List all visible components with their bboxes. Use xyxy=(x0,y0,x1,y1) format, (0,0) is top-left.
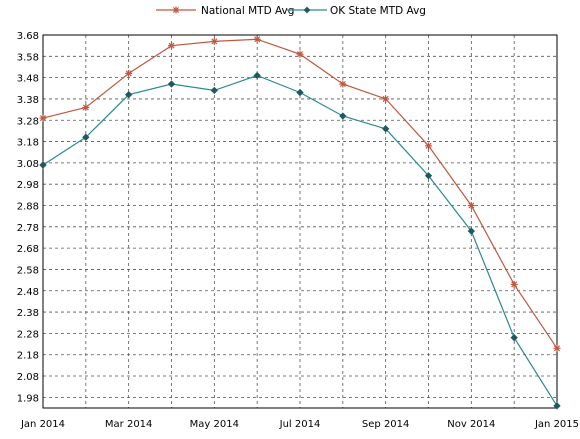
data-point-diamond xyxy=(82,133,90,142)
y-axis-tick-labels: 3.68 3.58 3.48 3.38 3.28 3.18 3.08 2.98 2.88 2.78… xyxy=(17,31,39,404)
y-tick-label: 2.48 xyxy=(17,287,39,298)
y-tick-label: 2.88 xyxy=(17,202,39,213)
series-group xyxy=(39,35,561,410)
y-tick-label: 3.48 xyxy=(17,74,39,85)
data-point-asterisk xyxy=(39,114,47,122)
y-tick-label: 2.18 xyxy=(17,351,39,362)
data-point-asterisk xyxy=(210,37,218,45)
x-tick-label: May 2014 xyxy=(190,419,239,430)
legend-marker-diamond xyxy=(303,6,311,14)
data-point-asterisk xyxy=(553,344,561,352)
x-tick-label: Jul 2014 xyxy=(279,419,321,430)
legend-label: OK State MTD Avg xyxy=(330,5,426,17)
x-tick-label: Nov 2014 xyxy=(447,419,495,430)
data-point-diamond xyxy=(124,90,133,99)
y-tick-label: 3.68 xyxy=(17,31,39,42)
data-point-diamond xyxy=(253,71,261,80)
data-point-asterisk xyxy=(510,280,518,288)
y-tick-label: 2.98 xyxy=(17,180,39,191)
y-tick-label: 2.08 xyxy=(17,372,39,383)
x-axis-tick-labels: Jan 2014 Mar 2014 May 2014 Jul 2014 Sep 2014… xyxy=(20,419,579,430)
data-point-asterisk xyxy=(339,80,347,88)
data-point-asterisk xyxy=(425,142,432,150)
legend-item: National MTD Avg xyxy=(156,5,294,17)
series-ok-state-mtd-avg xyxy=(39,71,561,410)
data-point-diamond xyxy=(296,88,304,97)
y-tick-label: 3.18 xyxy=(17,138,39,149)
legend-item: OK State MTD Avg xyxy=(287,5,426,17)
y-tick-label: 3.08 xyxy=(17,159,39,170)
y-tick-label: 2.38 xyxy=(17,308,39,319)
y-tick-label: 3.38 xyxy=(17,95,39,106)
y-tick-label: 1.98 xyxy=(17,393,39,404)
x-tick-label: Jan 2014 xyxy=(20,419,65,430)
x-tick-label: Jan 2015 xyxy=(534,419,579,430)
x-tick-label: Sep 2014 xyxy=(362,419,409,430)
x-tick-label: Mar 2014 xyxy=(105,419,153,430)
legend-marker-asterisk xyxy=(172,6,180,14)
y-tick-label: 2.28 xyxy=(17,329,39,340)
data-point-diamond xyxy=(210,86,219,95)
data-point-asterisk xyxy=(168,42,175,50)
y-tick-label: 2.68 xyxy=(17,244,39,255)
data-point-diamond xyxy=(381,125,390,133)
plot-frame xyxy=(42,34,558,409)
y-tick-label: 2.78 xyxy=(17,223,39,234)
data-point-diamond xyxy=(553,402,561,410)
data-point-asterisk xyxy=(125,69,133,77)
data-point-asterisk xyxy=(253,35,261,43)
data-point-diamond xyxy=(424,171,433,180)
data-point-diamond xyxy=(339,112,347,120)
data-point-asterisk xyxy=(296,50,304,58)
y-tick-label: 3.58 xyxy=(17,52,39,63)
legend-label: National MTD Avg xyxy=(201,5,294,17)
data-point-asterisk xyxy=(82,103,90,111)
y-tick-label: 2.58 xyxy=(17,265,39,276)
data-point-asterisk xyxy=(382,95,390,103)
data-point-diamond xyxy=(510,333,518,342)
y-tick-label: 3.28 xyxy=(17,116,39,127)
data-point-diamond xyxy=(467,227,476,235)
data-point-diamond xyxy=(39,161,47,169)
series-national-mtd-avg xyxy=(39,35,561,352)
data-point-diamond xyxy=(167,80,176,88)
data-point-asterisk xyxy=(467,202,475,210)
legend: National MTD Avg OK State MTD Avg xyxy=(156,5,426,17)
